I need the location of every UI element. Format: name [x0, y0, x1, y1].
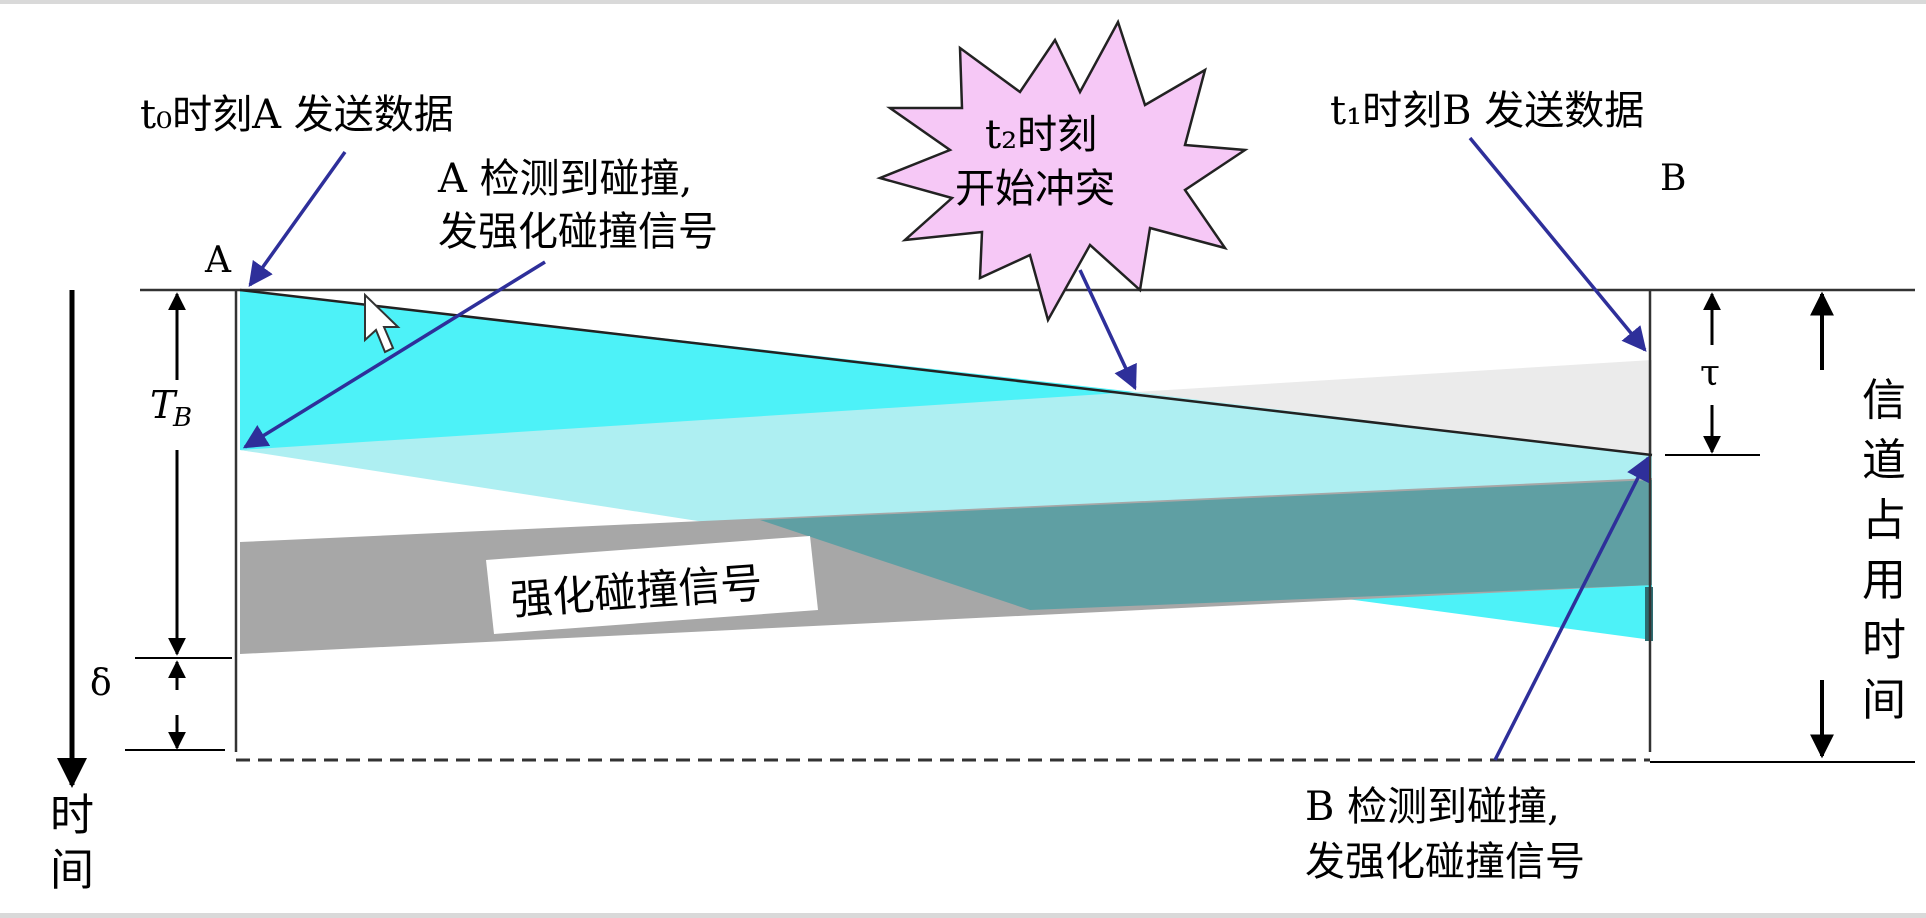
a-detect-pointer: [242, 260, 546, 449]
time-axis-char-2: 间: [50, 845, 94, 896]
b-detect-label-2: 发强化碰撞信号: [1305, 839, 1585, 885]
mouse-cursor-icon: [364, 292, 401, 354]
b-send-label: t₁时刻B 发送数据: [1330, 88, 1644, 134]
bottom-border: [0, 913, 1926, 918]
occupancy-char-3: 占: [1862, 495, 1906, 546]
occupancy-char-5: 时: [1862, 615, 1906, 666]
jam-label-box: [486, 536, 818, 634]
a-detect-label-1: A 检测到碰撞,: [437, 156, 692, 202]
collision-pointer: [1078, 269, 1137, 391]
occupancy-char-1: 信: [1862, 375, 1906, 426]
occupancy-char-6: 间: [1862, 675, 1906, 726]
burst-label-1: t₂时刻: [985, 112, 1097, 158]
delta-label: δ: [90, 663, 112, 704]
b-signal-region: [1135, 360, 1652, 455]
tb-label: T: [150, 383, 178, 427]
tau-label: τ: [1700, 353, 1720, 394]
a-send-label: t₀时刻A 发送数据: [140, 92, 454, 138]
burst-label-2: 开始冲突: [955, 166, 1115, 212]
station-a-label: A: [204, 240, 232, 281]
a-signal-diagonal: [239, 288, 1653, 457]
a-detect-label-2: 发强化碰撞信号: [438, 209, 718, 255]
tb-subscript: B: [172, 403, 192, 433]
a-send-pointer: [248, 150, 347, 287]
top-border: [0, 0, 1926, 4]
time-axis-char-1: 时: [50, 790, 94, 841]
b-detect-pointer: [1493, 455, 1650, 761]
occupancy-char-2: 道: [1862, 435, 1906, 486]
occupancy-char-4: 用: [1862, 555, 1906, 606]
overlap-teal-region: [760, 480, 1652, 610]
collision-starburst: [876, 18, 1249, 324]
b-send-pointer: [1468, 136, 1647, 352]
station-b-label: B: [1660, 158, 1686, 199]
b-detect-label-1: B 检测到碰撞,: [1305, 784, 1560, 830]
